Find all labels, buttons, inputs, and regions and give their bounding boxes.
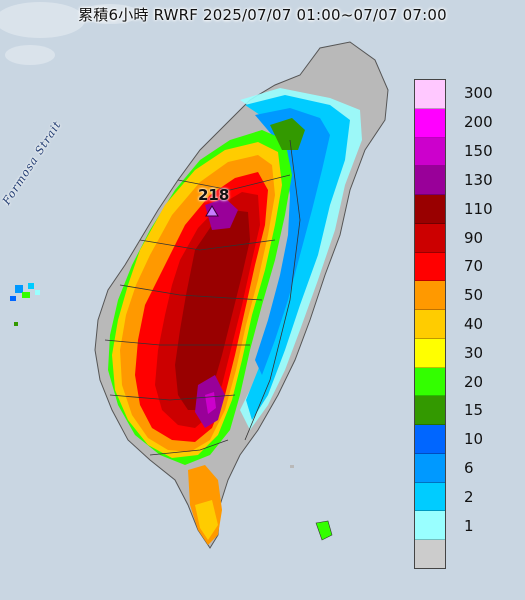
legend-swatch [415, 195, 445, 224]
green-island [290, 465, 294, 468]
legend-label: 90 [464, 228, 484, 247]
max-value-label: 218 [198, 186, 230, 204]
legend-swatch [415, 338, 445, 368]
legend-label: 30 [464, 343, 484, 362]
legend-swatch [415, 453, 445, 483]
legend-label: 10 [464, 430, 484, 449]
rain-zone-15-dark [270, 118, 305, 150]
legend-label: 130 [464, 170, 493, 189]
legend-swatch [415, 80, 445, 109]
legend-swatch [415, 223, 445, 253]
legend-label: 1 [464, 516, 474, 535]
legend-swatch [415, 310, 445, 339]
legend-label: 70 [464, 257, 484, 276]
sea-texture [0, 2, 140, 65]
legend-label: 6 [464, 459, 474, 478]
legend-swatch [415, 166, 445, 196]
legend-swatch [415, 281, 445, 311]
rain-zone-130-150mm [205, 198, 238, 230]
rain-zone-6-10mm [255, 108, 330, 375]
legend-label: 15 [464, 401, 484, 420]
legend-label: 50 [464, 286, 484, 305]
rain-zone-south-tip-yellow [195, 500, 218, 540]
legend-swatch [415, 137, 445, 167]
legend-swatch [415, 252, 445, 282]
legend-label: 20 [464, 372, 484, 391]
legend-swatch [415, 396, 445, 426]
legend-label: 40 [464, 315, 484, 333]
color-legend-labels: 300 200 150 130 110 90 70 50 40 30 20 15 10 6 2 1 [464, 79, 524, 569]
legend-swatch [415, 511, 445, 541]
legend-swatch [415, 425, 445, 454]
map-title: 累積6小時 RWRF 2025/07/07 01:00~07/07 07:00 [78, 6, 447, 24]
legend-label: 150 [464, 142, 493, 161]
legend-label: 300 [464, 84, 493, 103]
rain-zone-110-130mm [175, 210, 250, 410]
legend-swatch [415, 540, 445, 569]
legend-swatch [415, 108, 445, 138]
triangle-marker-icon [205, 205, 219, 217]
rain-zone-200mm-south [205, 392, 216, 414]
legend-label: 2 [464, 487, 474, 506]
lanyu-island [315, 520, 333, 541]
county-borders [104, 139, 301, 456]
color-legend [414, 79, 446, 569]
legend-label: 110 [464, 199, 493, 218]
legend-swatch [415, 367, 445, 397]
legend-label: 200 [464, 113, 493, 132]
penghu-islands [10, 283, 40, 326]
legend-swatch [415, 482, 445, 512]
